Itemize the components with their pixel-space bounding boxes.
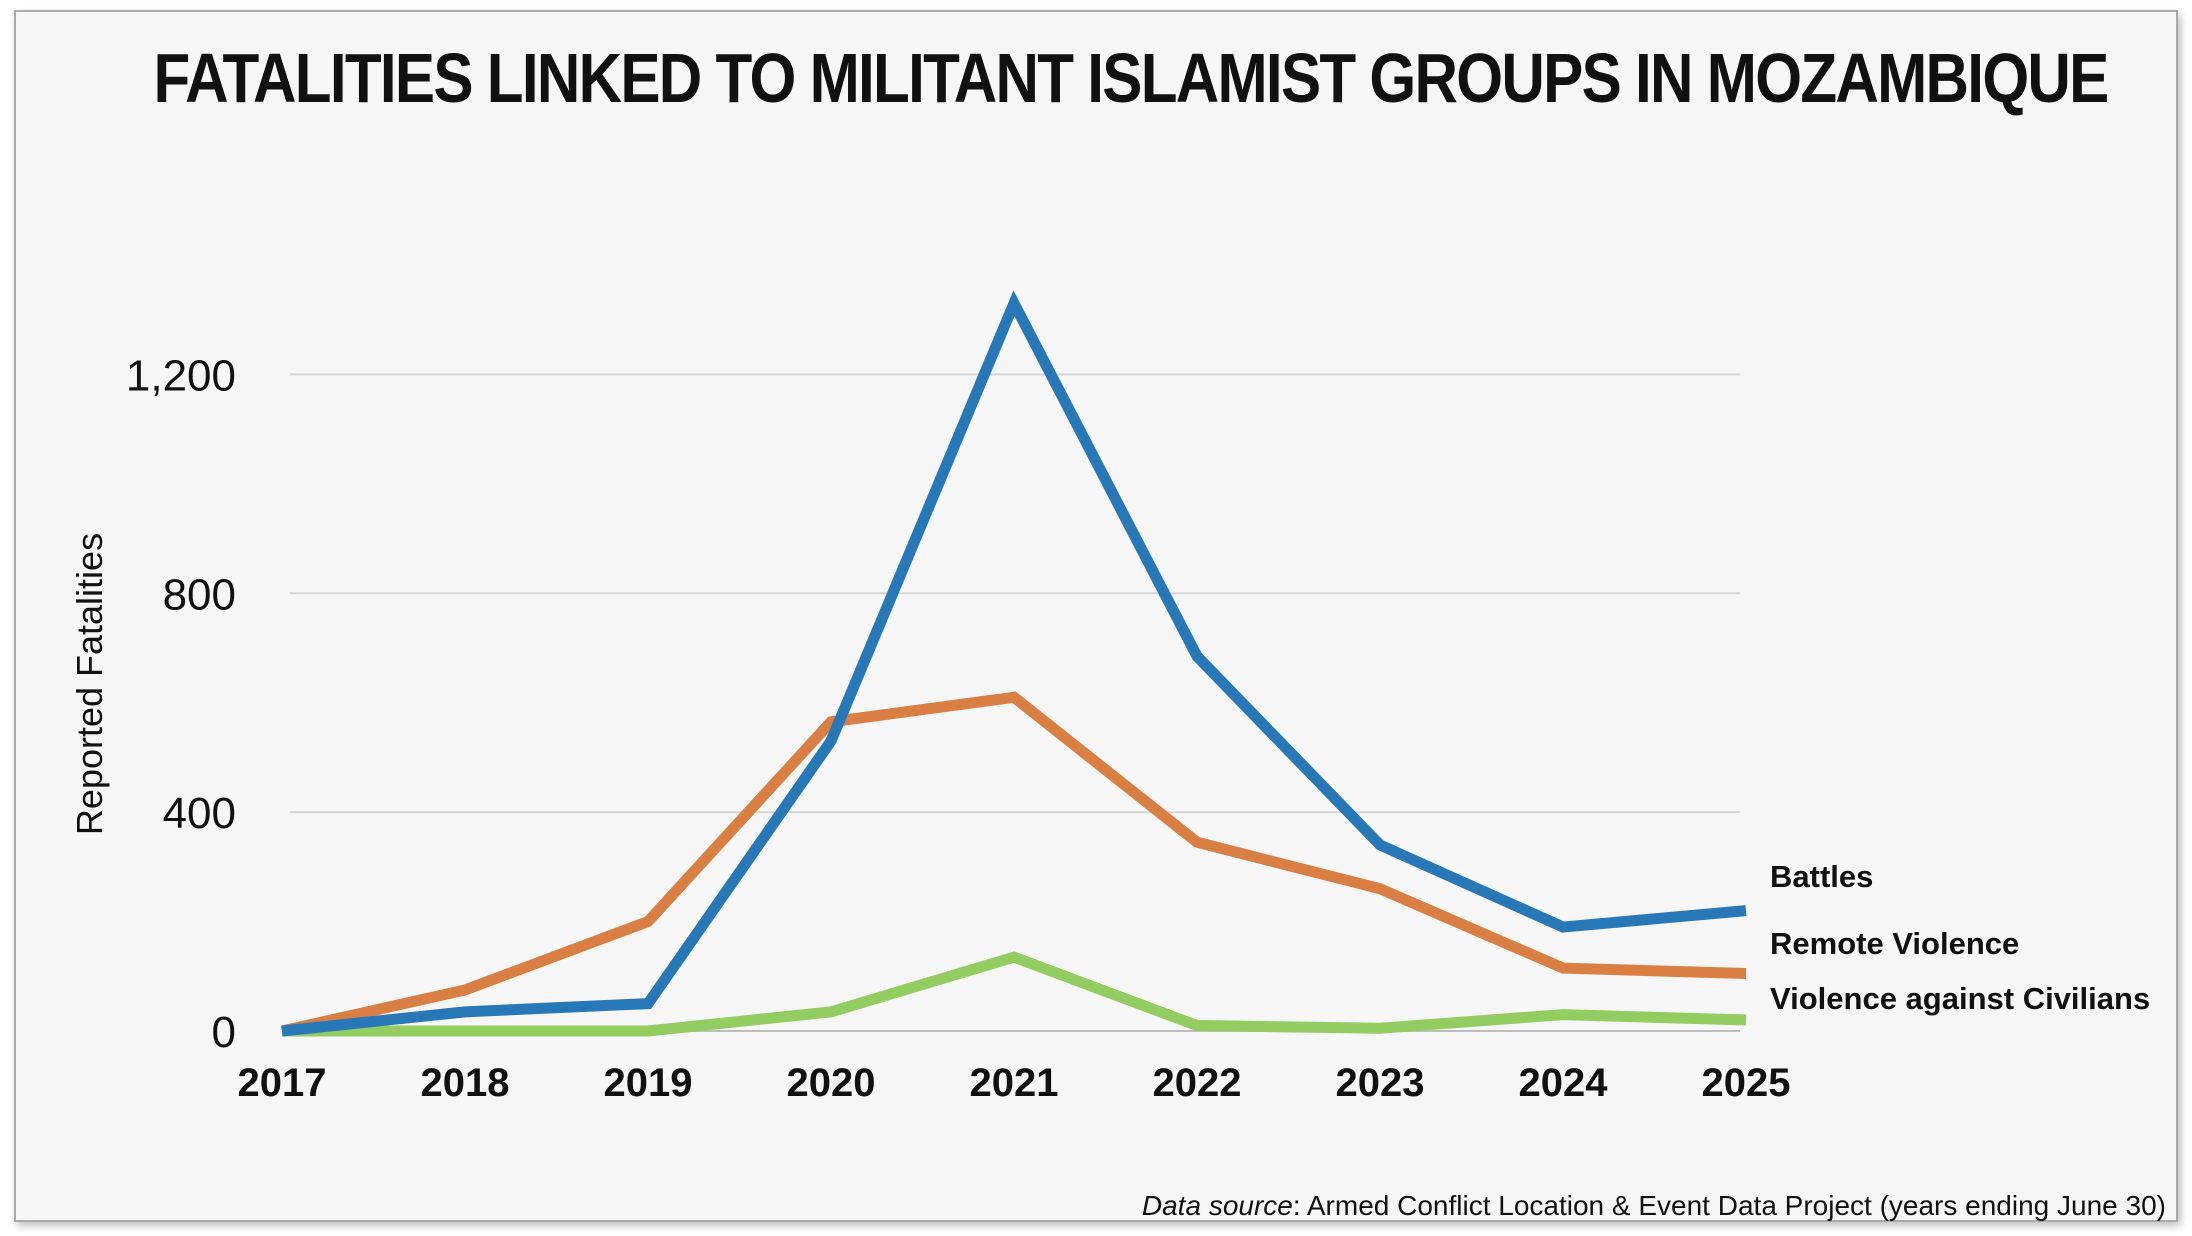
y-tick-label: 1,200: [126, 351, 236, 400]
series-label-battles: Battles: [1770, 859, 1873, 894]
x-axis-ticks: 2017 2018 2019 2020 2021 2022 2023 2024 2025: [238, 1061, 1791, 1105]
series-labels: Violence against Civilians Remote Violenc…: [1770, 859, 2150, 1016]
series-label-violence-against-civilians: Violence against Civilians: [1770, 981, 2150, 1016]
data-source-note: Data source: Armed Conflict Location & E…: [1142, 1190, 2166, 1222]
x-tick-label: 2021: [970, 1061, 1059, 1105]
series-line-violence-against-civilians: [282, 951, 1747, 1037]
gridlines: [290, 373, 1740, 1032]
series-label-remote-violence: Remote Violence: [1770, 926, 2019, 961]
x-tick-label: 2017: [238, 1061, 327, 1105]
data-source-text: : Armed Conflict Location & Event Data P…: [1292, 1190, 2166, 1221]
x-tick-label: 2020: [787, 1061, 876, 1105]
series-line-remote-violence: [280, 691, 1747, 1037]
x-tick-label: 2022: [1153, 1061, 1242, 1105]
x-tick-label: 2019: [604, 1061, 693, 1105]
x-tick-label: 2018: [421, 1061, 510, 1105]
y-tick-label: 0: [212, 1008, 236, 1057]
y-tick-label: 800: [163, 570, 236, 619]
y-axis-ticks: 0 400 800 1,200: [126, 351, 236, 1057]
data-source-prefix: Data source: [1141, 1190, 1293, 1221]
x-tick-label: 2025: [1702, 1061, 1791, 1105]
series-lines: [280, 290, 1747, 1037]
x-tick-label: 2023: [1336, 1061, 1425, 1105]
y-axis-label: Reported Fatalities: [69, 533, 110, 835]
x-tick-label: 2024: [1519, 1061, 1609, 1105]
series-line-battles: [281, 290, 1747, 1037]
chart-title: FATALITIES LINKED TO MILITANT ISLAMIST G…: [153, 39, 2109, 117]
y-tick-label: 400: [163, 789, 236, 838]
